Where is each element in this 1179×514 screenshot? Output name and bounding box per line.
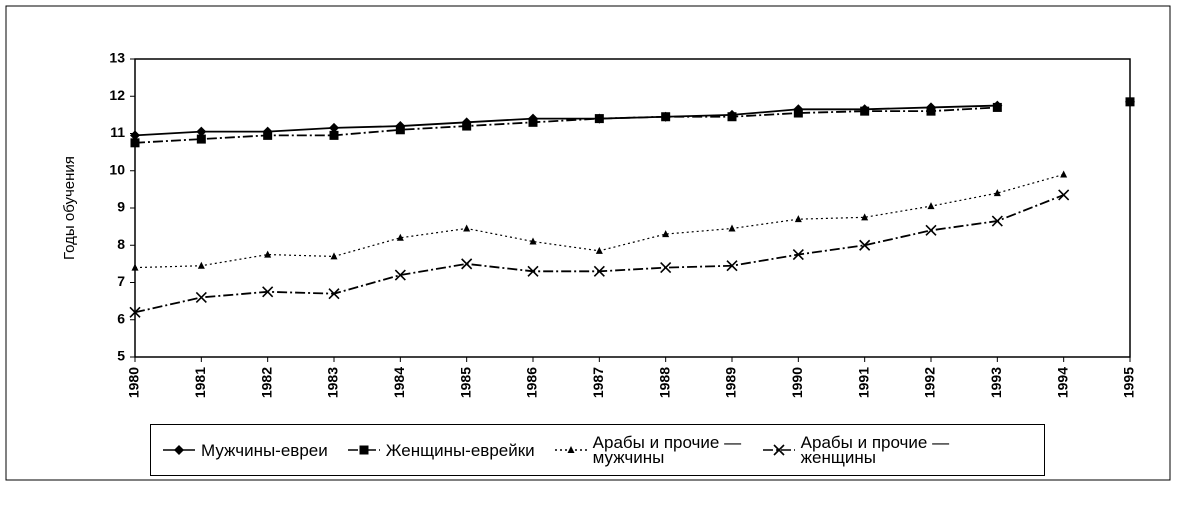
series-line: [135, 102, 1130, 136]
marker: [359, 445, 369, 455]
legend-item: Арабы и прочие — мужчины: [553, 433, 743, 467]
x-tick-label: 1993: [988, 367, 1004, 398]
legend-label: Арабы и прочие — мужчины: [592, 433, 742, 467]
marker: [728, 224, 736, 232]
legend-item: Женщины-еврейки: [346, 440, 535, 460]
marker: [463, 224, 471, 232]
marker: [993, 189, 1001, 197]
x-tick-label: 1983: [325, 367, 341, 398]
marker: [196, 126, 207, 137]
y-tick-label: 13: [109, 50, 125, 66]
x-tick-label: 1980: [126, 367, 142, 398]
legend-item: Мужчины-евреи: [161, 440, 328, 460]
x-tick-label: 1994: [1054, 367, 1070, 398]
marker: [861, 213, 869, 221]
x-tick-label: 1995: [1121, 367, 1137, 398]
y-tick-label: 10: [109, 161, 125, 177]
outer-frame: [5, 5, 1171, 481]
marker: [926, 106, 936, 116]
marker: [793, 108, 803, 118]
marker: [195, 291, 207, 303]
x-tick-label: 1988: [656, 367, 672, 398]
legend-label: Женщины-еврейки: [385, 440, 535, 460]
x-tick-label: 1989: [723, 367, 739, 398]
marker: [726, 260, 738, 272]
marker: [130, 130, 140, 141]
x-tick-label: 1985: [457, 367, 473, 398]
x-tick-label: 1984: [391, 367, 407, 398]
marker: [130, 138, 140, 148]
marker: [660, 262, 672, 274]
legend-label: Мужчины-евреи: [201, 440, 328, 460]
marker: [328, 288, 340, 300]
y-axis-label: Годы обучения: [61, 156, 78, 260]
marker: [395, 125, 405, 135]
marker: [196, 134, 206, 144]
marker: [992, 102, 1002, 112]
marker: [527, 265, 539, 277]
plot-frame: [134, 58, 1131, 358]
marker: [567, 446, 575, 453]
marker: [662, 230, 670, 238]
marker: [727, 112, 737, 122]
legend-swatch: [762, 444, 795, 456]
marker: [1125, 97, 1135, 107]
y-tick-label: 12: [109, 87, 125, 103]
marker: [792, 248, 804, 261]
marker: [174, 445, 184, 455]
y-tick-label: 8: [117, 236, 125, 252]
marker: [927, 202, 935, 210]
marker: [595, 246, 603, 254]
marker: [991, 215, 1003, 227]
marker: [263, 130, 273, 140]
marker: [859, 239, 871, 251]
marker: [396, 233, 404, 241]
marker: [330, 252, 338, 260]
x-tick-label: 1990: [789, 367, 805, 398]
legend: Мужчины-евреи Женщины-еврейки Арабы и проч…: [150, 424, 1045, 476]
marker: [462, 121, 472, 131]
marker: [264, 250, 272, 258]
marker: [773, 444, 785, 456]
marker: [131, 263, 139, 271]
marker: [925, 224, 937, 236]
y-tick-label: 9: [117, 199, 125, 215]
y-tick-label: 11: [110, 124, 125, 140]
legend-swatch: [347, 445, 380, 455]
marker: [1058, 189, 1070, 201]
marker: [794, 215, 802, 223]
marker: [860, 106, 870, 116]
legend-label: Арабы и прочие — женщины: [800, 433, 950, 467]
x-tick-label: 1991: [855, 367, 871, 398]
x-tick-label: 1987: [590, 367, 606, 398]
marker: [129, 306, 141, 318]
marker: [329, 130, 339, 140]
legend-item: Арабы и прочие — женщины: [761, 433, 951, 467]
marker: [461, 258, 473, 270]
marker: [329, 122, 339, 133]
marker: [593, 265, 605, 277]
y-tick-label: 6: [117, 310, 125, 326]
series-line: [135, 102, 1130, 143]
y-tick-label: 7: [117, 273, 125, 289]
marker: [1060, 170, 1068, 178]
x-tick-label: 1982: [258, 367, 274, 398]
marker: [394, 269, 406, 281]
marker: [528, 117, 538, 127]
x-tick-label: 1981: [192, 367, 208, 398]
marker: [594, 114, 604, 124]
legend-swatch: [163, 445, 195, 455]
marker: [529, 237, 537, 245]
x-tick-label: 1992: [922, 367, 938, 398]
y-tick-label: 5: [117, 348, 125, 364]
x-tick-label: 1986: [524, 367, 540, 398]
marker: [197, 261, 205, 269]
marker: [262, 286, 274, 298]
legend-swatch: [554, 446, 587, 453]
marker: [661, 112, 671, 122]
